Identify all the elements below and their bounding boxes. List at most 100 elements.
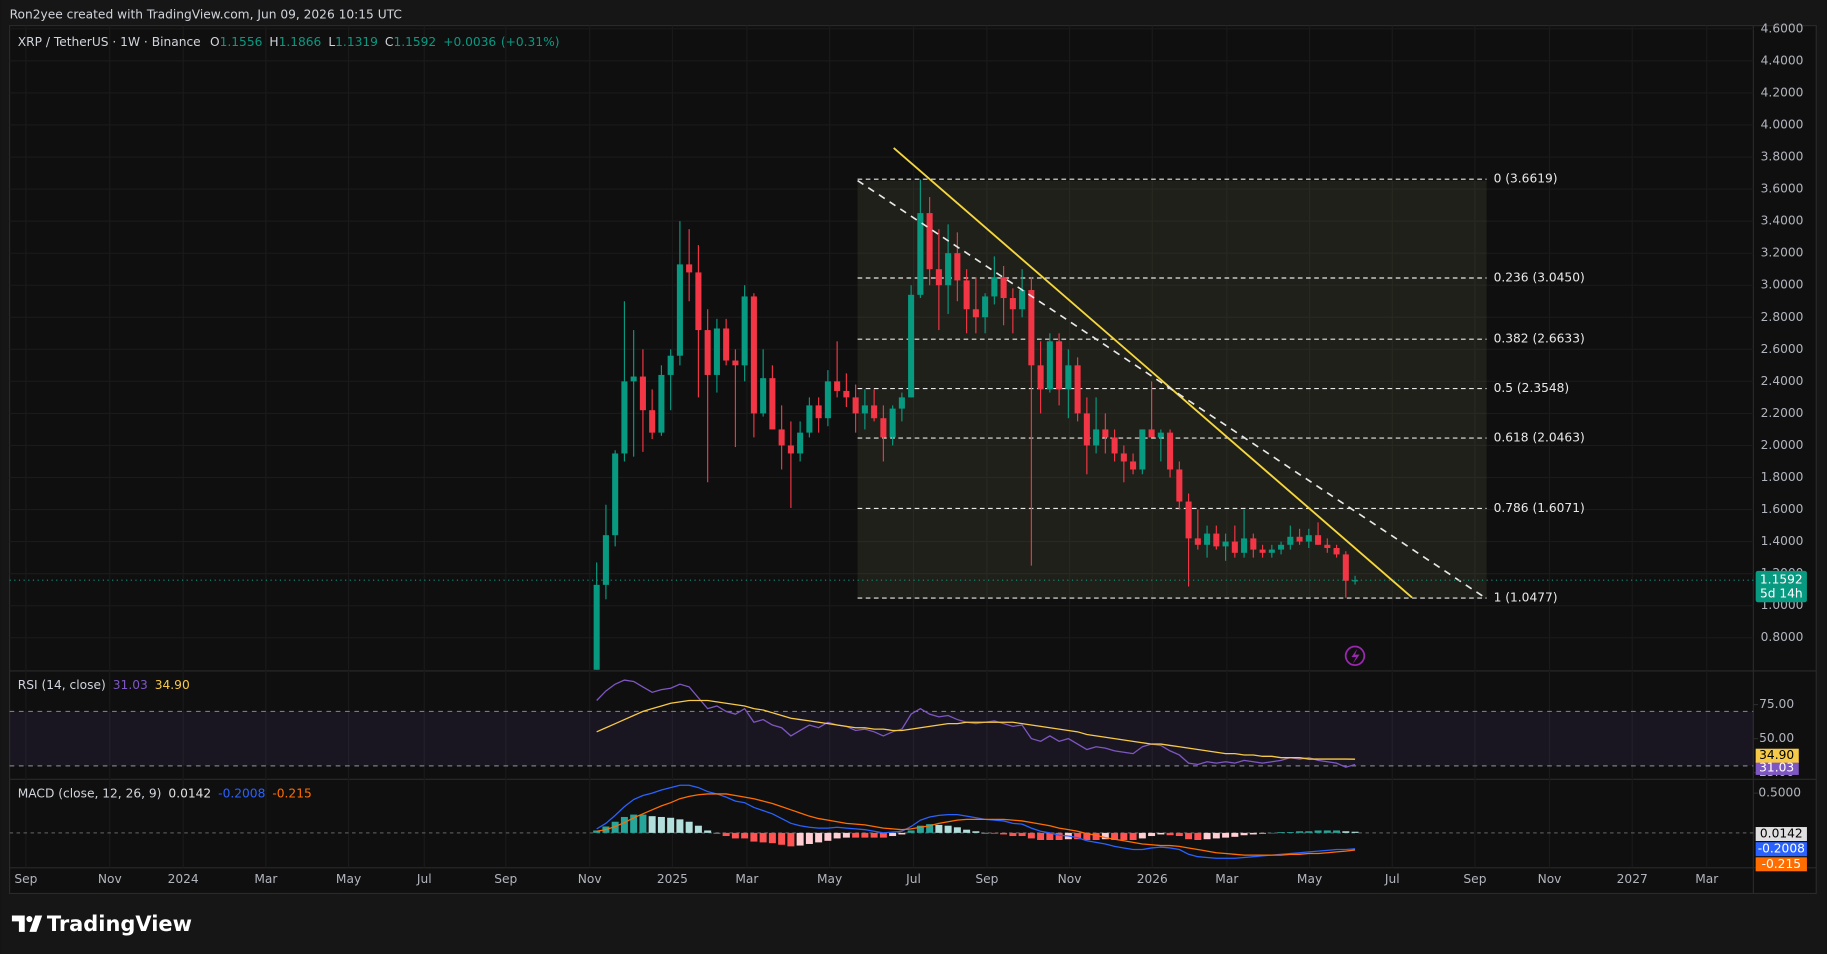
candle-body <box>769 378 776 430</box>
y-tick-label: 1.8000 <box>1761 470 1804 484</box>
macd-hist-bar <box>1101 832 1109 840</box>
macd-hist-bar <box>1138 832 1146 839</box>
candle-body <box>787 445 794 454</box>
candle-body <box>945 253 952 286</box>
ohlc-value: 1.1866 <box>279 34 322 48</box>
macd-hist-bar <box>1351 831 1359 833</box>
y-tick-label: 1.6000 <box>1761 502 1804 516</box>
macd-hist-bar <box>1018 832 1026 837</box>
x-tick-label: Sep <box>975 872 998 886</box>
macd-hist-bar <box>1231 832 1239 837</box>
candle-body <box>723 328 730 361</box>
macd-hist-bar <box>981 832 989 834</box>
rsi-badge-value: 34.90 <box>1759 748 1794 762</box>
macd-hist-bar <box>787 832 795 847</box>
macd-hist-bar <box>852 832 860 838</box>
macd-hist-bar <box>1175 832 1183 837</box>
macd-badge <box>1755 857 1807 872</box>
ohlc-prefix: C <box>385 34 394 48</box>
macd-hist-bar <box>1092 832 1100 841</box>
candle-body <box>1194 538 1201 545</box>
logo-mark <box>11 915 25 932</box>
candle-body <box>732 360 739 366</box>
candle-body <box>1102 429 1109 438</box>
macd-title: MACD (close, 12, 26, 9) <box>18 786 162 800</box>
x-tick-label: 2026 <box>1137 872 1168 886</box>
x-tick-label: Mar <box>1215 872 1239 886</box>
candle-body <box>1185 501 1192 539</box>
candle-body <box>602 535 609 585</box>
candle-body <box>1130 461 1137 470</box>
candle-body <box>1028 290 1035 366</box>
logo-mark <box>26 916 33 923</box>
x-tick-label: May <box>817 872 842 886</box>
candle-body <box>917 213 924 295</box>
macd-hist-bar <box>1185 832 1193 840</box>
fib-label: 1 (1.0477) <box>1494 591 1558 605</box>
macd-hist-bar <box>1203 832 1211 840</box>
x-tick-label: Sep <box>494 872 517 886</box>
candle-body <box>593 584 600 670</box>
x-tick-label: Nov <box>578 872 602 886</box>
fib-label: 0.618 (2.0463) <box>1494 431 1585 445</box>
macd-hist-bar <box>731 832 739 839</box>
candle-body <box>649 410 656 433</box>
candle-body <box>1278 544 1285 550</box>
candle-body <box>1019 290 1026 310</box>
candle-body <box>1093 429 1100 446</box>
macd-badge <box>1755 842 1807 857</box>
macd-hist-bar <box>1212 832 1220 839</box>
macd-hist-bar <box>898 832 906 835</box>
candle-body <box>667 355 674 375</box>
macd-badge <box>1755 827 1807 842</box>
macd-hist-bar <box>796 832 804 846</box>
macd-hist-bar <box>630 814 638 833</box>
event-icon-bolt <box>1351 648 1360 664</box>
macd-hist-bar <box>1009 832 1017 837</box>
macd-hist-bar <box>1055 832 1063 841</box>
candle-body <box>1046 341 1053 390</box>
candle-body <box>1120 453 1127 462</box>
candle-body <box>1259 549 1266 553</box>
candle-body <box>972 309 979 318</box>
candle-body <box>1241 538 1248 553</box>
rsi-line <box>596 679 1356 768</box>
candle-body <box>1139 429 1146 470</box>
fib-label: 0.5 (2.3548) <box>1494 381 1570 395</box>
candle-body <box>1287 536 1294 545</box>
macd-hist-bar <box>1296 831 1304 833</box>
y-tick-label: 2.0000 <box>1761 438 1804 452</box>
rsi-badge-value: 31.03 <box>1759 760 1794 774</box>
candle-body <box>1148 429 1155 438</box>
macd-value: -0.2008 <box>218 786 265 800</box>
candle-body <box>658 374 665 433</box>
rsi-legend: RSI (14, close) 31.03 34.90 <box>18 677 190 691</box>
y-tick-label: 0.8000 <box>1761 630 1804 644</box>
macd-hist-bar <box>972 831 980 833</box>
candle-body <box>806 405 813 433</box>
macd-hist-bar <box>916 825 924 833</box>
candle-body <box>1213 533 1220 547</box>
macd-hist-bar <box>759 832 767 843</box>
change: +0.0036 <box>443 34 496 48</box>
candles <box>593 179 1359 670</box>
macd-hist-bar <box>1323 830 1331 833</box>
rsi-ma-value: 34.90 <box>155 677 190 691</box>
macd-hist-bar <box>907 830 915 833</box>
macd-hist-bar <box>1314 830 1322 833</box>
candle-body <box>1352 580 1359 582</box>
rsi-value: 31.03 <box>113 677 148 691</box>
candle-body <box>898 397 905 409</box>
macd-badge-value: -0.2008 <box>1758 842 1805 856</box>
candle-body <box>963 280 970 310</box>
x-tick-label: Jul <box>416 872 432 886</box>
x-tick-label: Mar <box>254 872 278 886</box>
macd-hist-bar <box>1074 832 1082 840</box>
event-icon[interactable] <box>1344 645 1366 666</box>
candle-body <box>704 330 711 375</box>
x-tick-label: Sep <box>14 872 37 886</box>
macd-hist-bar <box>657 816 665 833</box>
hist-value: 0.0142 <box>168 786 211 800</box>
macd-hist-bar <box>1000 832 1008 835</box>
logo: TradingView <box>11 912 192 936</box>
